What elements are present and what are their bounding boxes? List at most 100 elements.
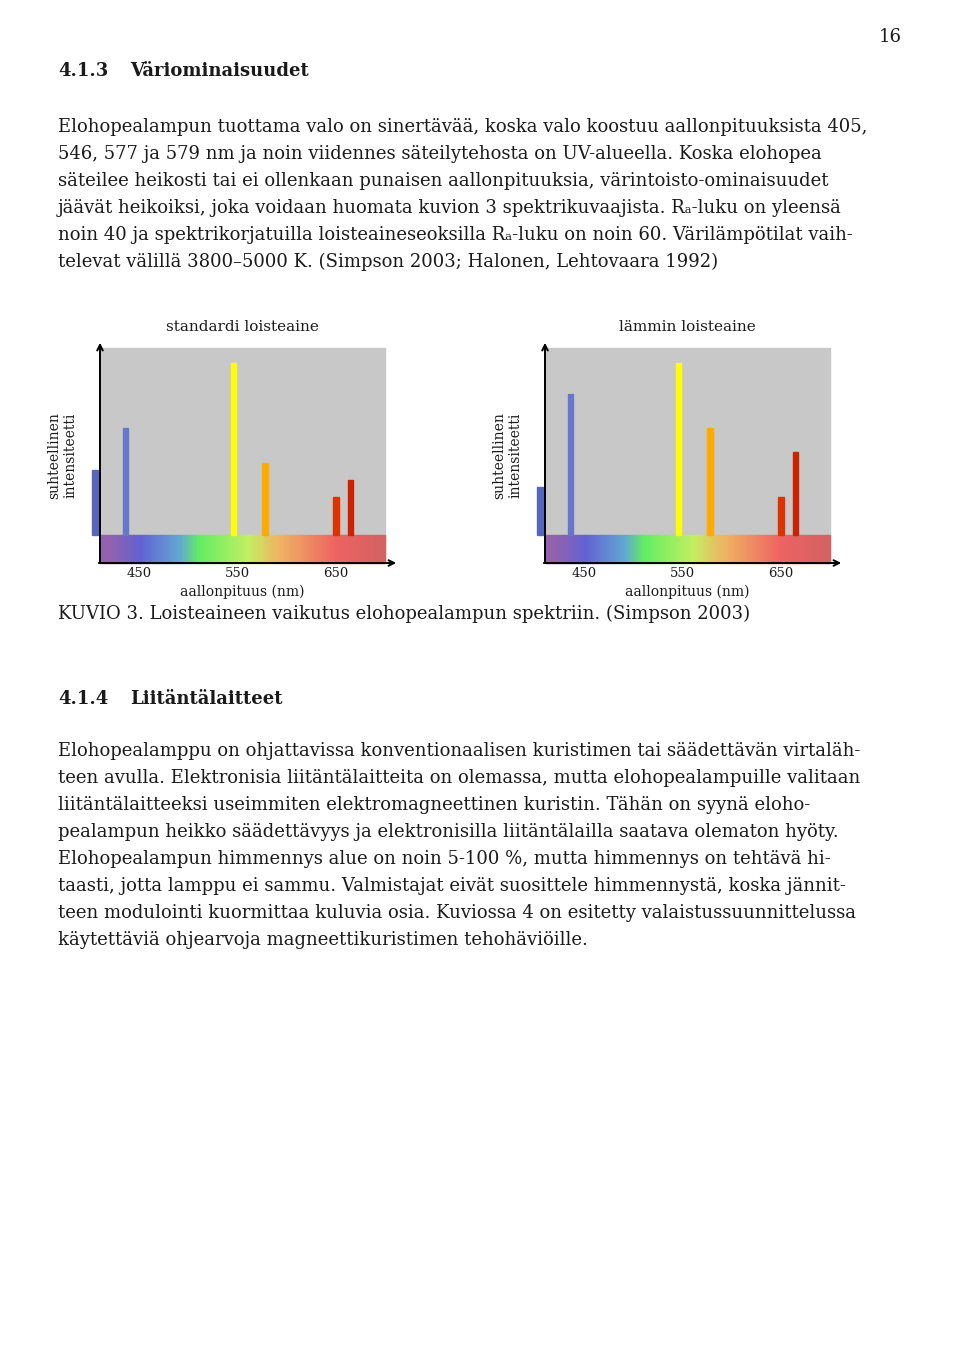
- Bar: [545, 348, 830, 563]
- Bar: [555, 535, 557, 563]
- Bar: [224, 535, 226, 563]
- Bar: [742, 535, 745, 563]
- Bar: [623, 535, 626, 563]
- Text: 546, 577 ja 579 nm ja noin viidennes säteilytehosta on UV-alueella. Koska elohop: 546, 577 ja 579 nm ja noin viidennes sät…: [58, 145, 822, 163]
- Bar: [692, 535, 695, 563]
- Bar: [335, 535, 338, 563]
- Bar: [183, 535, 185, 563]
- Text: teen modulointi kuormittaa kuluvia osia. Kuviossa 4 on esitetty valaistussuunnit: teen modulointi kuormittaa kuluvia osia.…: [58, 904, 856, 921]
- Bar: [581, 535, 583, 563]
- Bar: [354, 535, 356, 563]
- Bar: [143, 535, 145, 563]
- Bar: [666, 535, 668, 563]
- Bar: [293, 535, 295, 563]
- Bar: [793, 452, 799, 535]
- Text: 650: 650: [324, 567, 348, 580]
- Bar: [605, 535, 607, 563]
- Bar: [708, 428, 713, 535]
- Bar: [564, 535, 566, 563]
- Bar: [545, 535, 547, 563]
- Bar: [124, 535, 126, 563]
- Bar: [171, 535, 174, 563]
- Text: lämmin loisteaine: lämmin loisteaine: [619, 320, 756, 334]
- Bar: [378, 535, 380, 563]
- Bar: [112, 535, 114, 563]
- Bar: [652, 535, 655, 563]
- Bar: [802, 535, 804, 563]
- Bar: [153, 535, 155, 563]
- Text: 650: 650: [768, 567, 794, 580]
- Text: Elohopealamppu on ohjattavissa konventionaalisen kuristimen tai säädettävän virt: Elohopealamppu on ohjattavissa konventio…: [58, 742, 860, 760]
- Bar: [676, 535, 678, 563]
- Bar: [687, 535, 690, 563]
- Bar: [700, 535, 702, 563]
- Bar: [595, 535, 597, 563]
- Bar: [797, 535, 799, 563]
- Text: liitäntälaitteeksi useimmiten elektromagneettinen kuristin. Tähän on syynä eloho: liitäntälaitteeksi useimmiten elektromag…: [58, 795, 810, 815]
- Bar: [288, 535, 290, 563]
- Bar: [164, 535, 166, 563]
- Bar: [356, 535, 359, 563]
- Bar: [274, 535, 276, 563]
- Bar: [685, 535, 687, 563]
- Bar: [100, 535, 103, 563]
- Bar: [309, 535, 311, 563]
- Bar: [811, 535, 813, 563]
- Text: 4.1.4: 4.1.4: [58, 690, 108, 708]
- Bar: [780, 535, 782, 563]
- Bar: [276, 535, 278, 563]
- Bar: [678, 535, 681, 563]
- Bar: [588, 535, 590, 563]
- Bar: [607, 535, 610, 563]
- Bar: [100, 348, 385, 563]
- Bar: [195, 535, 198, 563]
- Bar: [773, 535, 776, 563]
- Bar: [209, 535, 211, 563]
- Bar: [252, 535, 254, 563]
- Bar: [794, 535, 797, 563]
- Bar: [369, 535, 371, 563]
- Bar: [330, 535, 333, 563]
- Bar: [663, 535, 666, 563]
- Bar: [351, 535, 354, 563]
- Bar: [148, 535, 150, 563]
- Bar: [550, 535, 552, 563]
- Bar: [740, 535, 742, 563]
- Bar: [119, 535, 121, 563]
- Bar: [145, 535, 148, 563]
- Bar: [576, 535, 578, 563]
- Bar: [361, 535, 364, 563]
- Text: jäävät heikoiksi, joka voidaan huomata kuvion 3 spektrikuvaajista. Rₐ-luku on yl: jäävät heikoiksi, joka voidaan huomata k…: [58, 199, 842, 218]
- Bar: [157, 535, 159, 563]
- Bar: [290, 535, 293, 563]
- Bar: [756, 535, 758, 563]
- Bar: [562, 535, 564, 563]
- Bar: [768, 535, 771, 563]
- Text: Elohopealampun tuottama valo on sinertävää, koska valo koostuu aallonpituuksista: Elohopealampun tuottama valo on sinertäv…: [58, 118, 868, 136]
- Bar: [347, 535, 349, 563]
- Bar: [613, 535, 616, 563]
- Bar: [568, 535, 571, 563]
- Bar: [592, 535, 595, 563]
- Bar: [637, 535, 640, 563]
- Text: 16: 16: [879, 27, 902, 47]
- Bar: [250, 535, 252, 563]
- Bar: [636, 535, 637, 563]
- Text: Liitäntälaitteet: Liitäntälaitteet: [130, 690, 282, 708]
- Bar: [647, 535, 650, 563]
- Bar: [269, 535, 271, 563]
- Bar: [597, 535, 600, 563]
- Bar: [206, 535, 209, 563]
- Bar: [228, 535, 230, 563]
- Bar: [586, 535, 588, 563]
- Bar: [763, 535, 766, 563]
- Bar: [631, 535, 633, 563]
- Bar: [371, 535, 373, 563]
- Bar: [328, 535, 330, 563]
- Bar: [787, 535, 790, 563]
- Bar: [790, 535, 792, 563]
- Text: suhteellinen
intensiteetti: suhteellinen intensiteetti: [47, 412, 77, 498]
- Bar: [657, 535, 659, 563]
- Bar: [161, 535, 164, 563]
- Bar: [105, 535, 108, 563]
